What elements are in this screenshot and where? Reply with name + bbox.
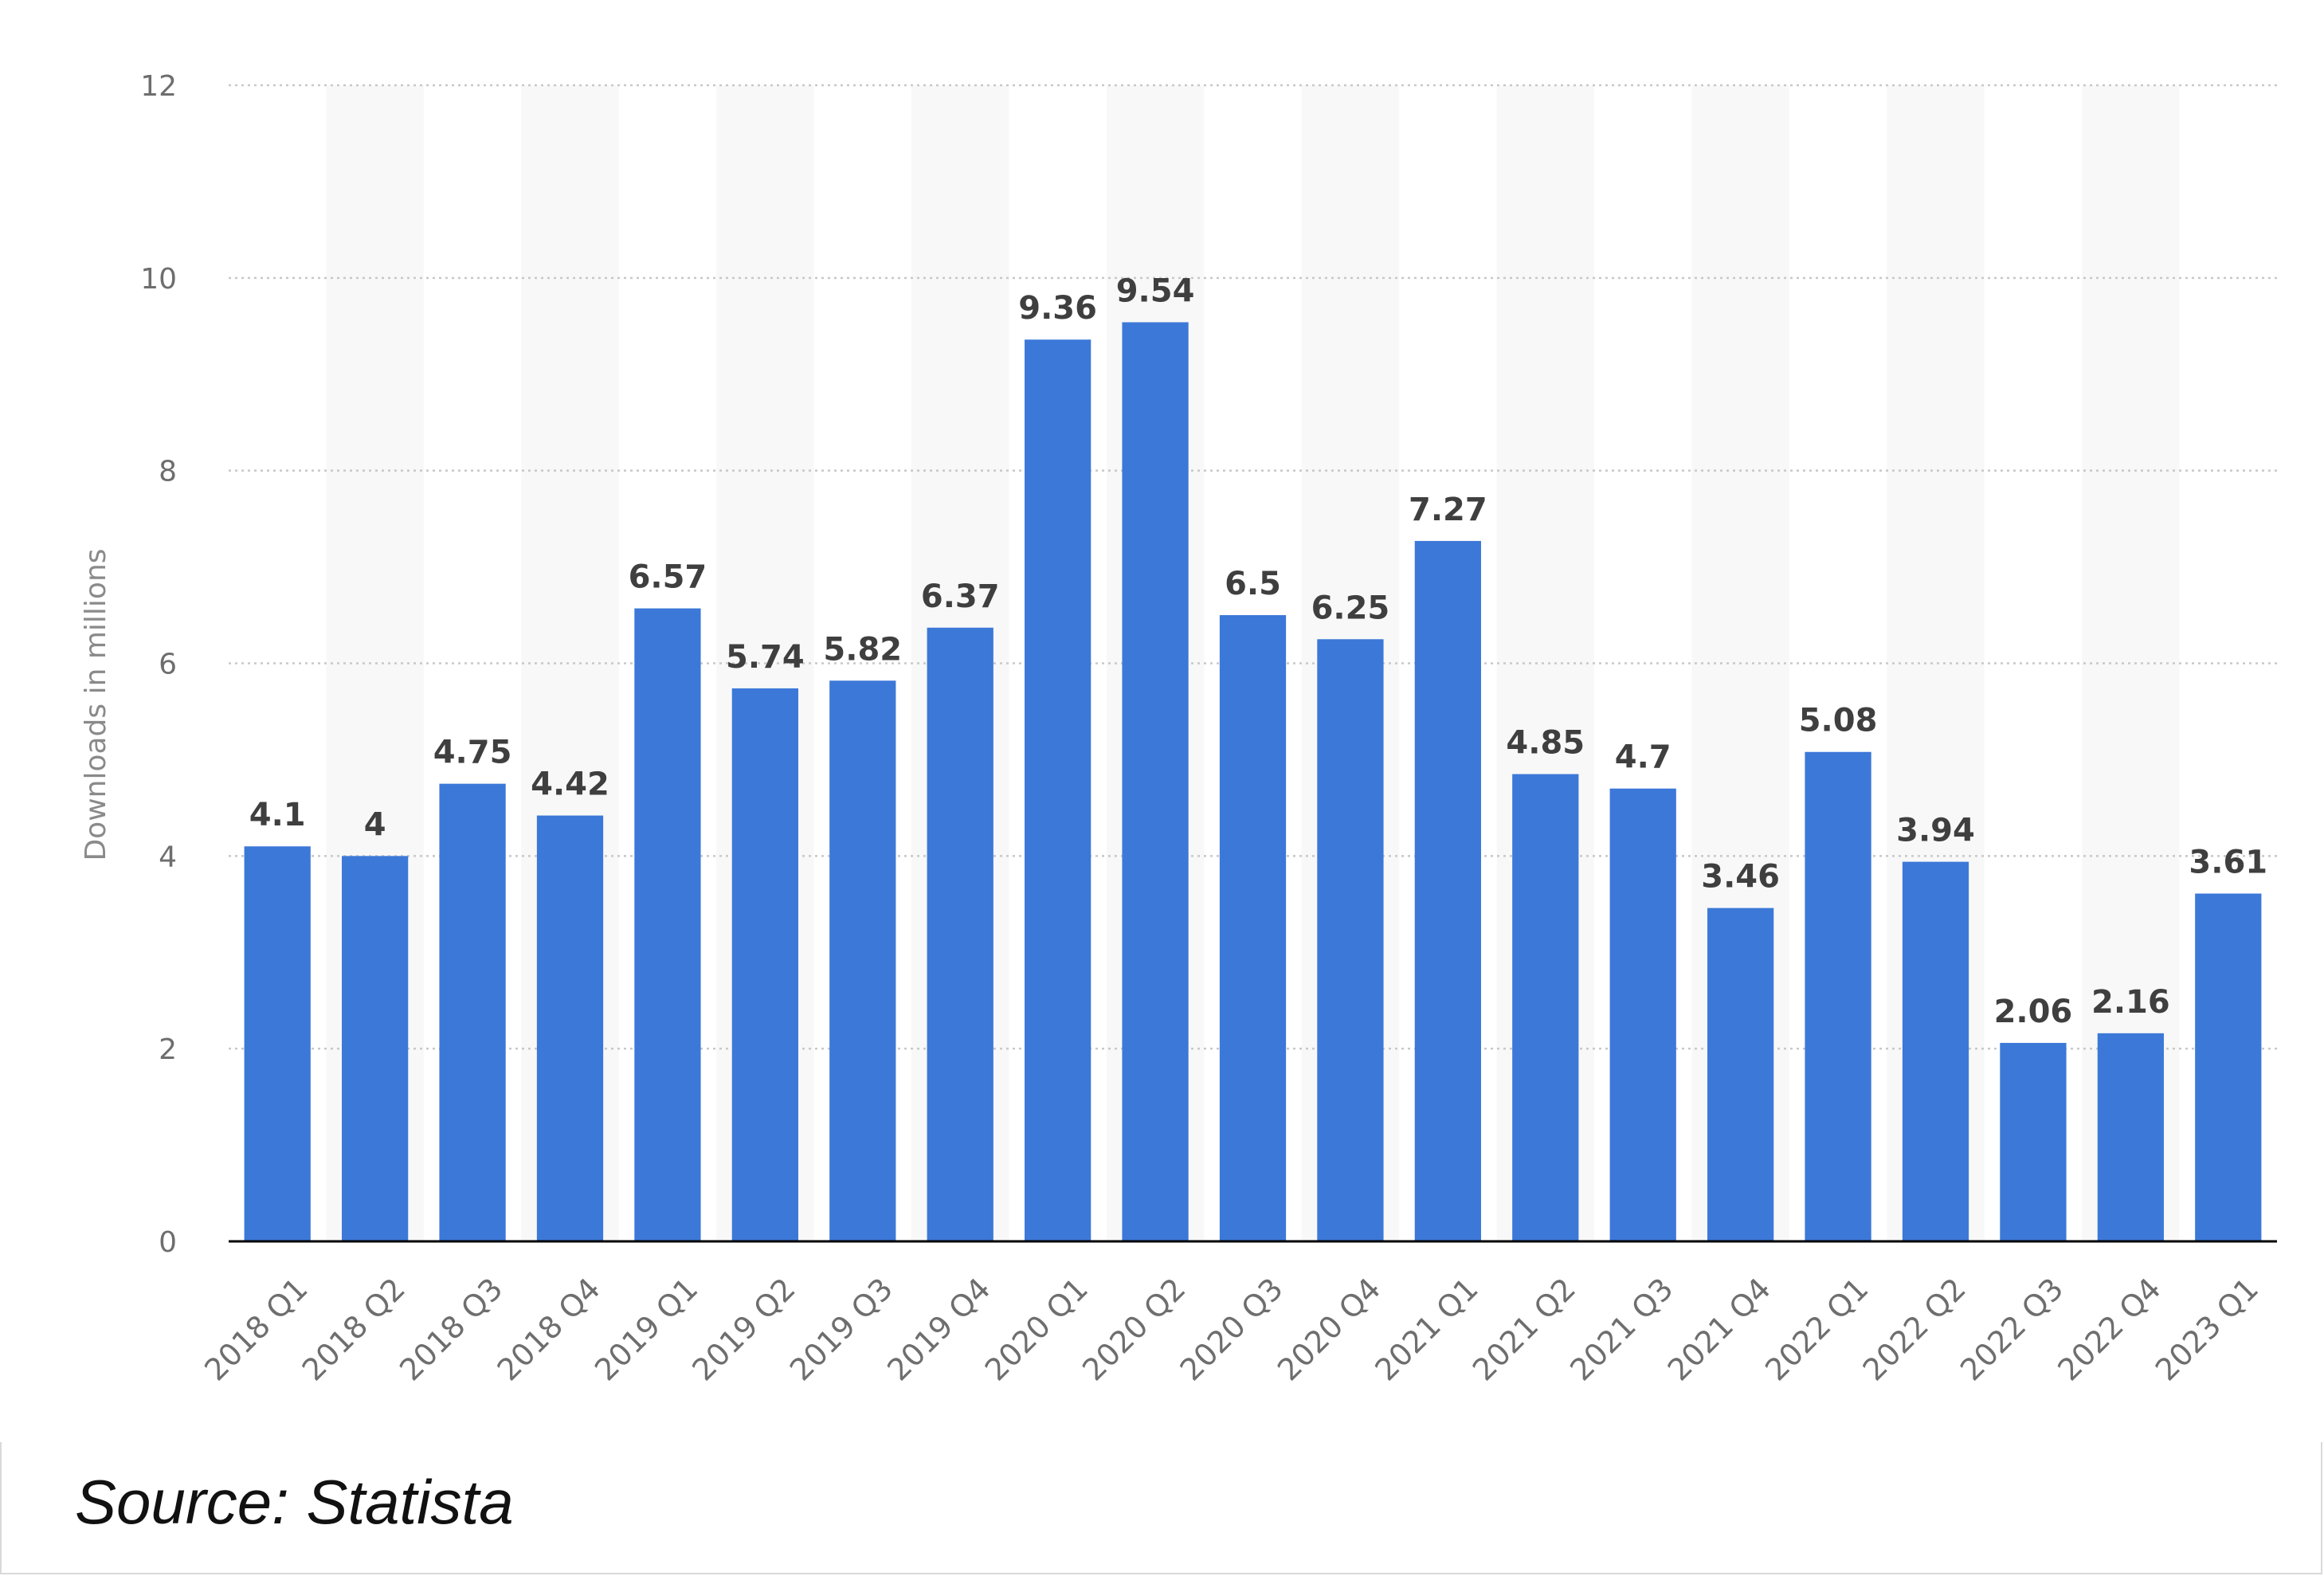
data-label: 6.57 [629,559,707,596]
x-tick-label: 2023 Q1 [2149,1271,2265,1387]
x-tick-label: 2022 Q4 [2051,1271,2167,1387]
source-text: Source: Statista [75,1467,514,1537]
data-label: 3.46 [1701,859,1780,896]
x-tick-label: 2019 Q4 [880,1271,997,1387]
data-label: 4 [364,806,386,843]
bar [439,783,506,1241]
data-label: 5.08 [1799,703,1878,739]
y-tick-label: 0 [159,1226,177,1259]
data-label: 9.36 [1018,290,1097,327]
chart-area: 0 2 4 6 8 10 12 Downloads in millions 4.1 2018 Q1… [80,70,2277,1388]
bar [536,815,604,1241]
data-label: 7.27 [1409,492,1487,528]
data-label: 5.82 [823,631,902,668]
x-tick-label: 2019 Q1 [588,1271,704,1387]
y-tick-label: 6 [159,649,177,681]
bar [1414,540,1481,1241]
data-label: 3.94 [1896,813,1975,849]
y-tick-label: 2 [159,1033,177,1066]
data-label: 4.1 [249,797,306,833]
x-tick-label: 2018 Q3 [393,1271,509,1387]
x-tick-label: 2021 Q2 [1466,1271,1582,1387]
x-tick-label: 2019 Q3 [783,1271,899,1387]
bar [1122,322,1189,1242]
x-tick-label: 2019 Q2 [685,1271,801,1387]
bar-chart: 0 2 4 6 8 10 12 Downloads in millions 4.1 2018 Q1… [80,70,2277,1388]
x-tick-label: 2020 Q3 [1174,1271,1290,1387]
y-axis-label: Downloads in millions [80,548,112,861]
x-tick-label: 2018 Q4 [491,1271,607,1387]
x-tick-label: 2020 Q4 [1271,1271,1387,1387]
bar [731,688,798,1241]
bar [1512,774,1579,1241]
bar [1025,339,1091,1242]
bar [2195,893,2262,1241]
x-tick-label: 2021 Q4 [1661,1271,1777,1387]
bar [1707,908,1774,1241]
data-label: 3.61 [2189,844,2267,880]
bar [2000,1042,2067,1241]
x-tick-label: 2020 Q2 [1076,1271,1192,1387]
bar [634,608,701,1241]
y-tick-label: 8 [159,456,177,488]
bar [1219,615,1287,1241]
data-label: 6.5 [1225,566,1281,602]
y-tick-label: 10 [140,263,177,296]
x-tick-label: 2022 Q1 [1758,1271,1875,1387]
data-label: 4.75 [433,735,512,771]
bar [1317,639,1384,1241]
x-tick-label: 2018 Q2 [296,1271,412,1387]
x-tick-label: 2021 Q3 [1563,1271,1679,1387]
data-label: 6.25 [1311,590,1390,626]
bar [2097,1033,2164,1241]
x-tick-label: 2021 Q1 [1368,1271,1484,1387]
data-label: 4.42 [531,766,609,803]
x-tick-label: 2022 Q2 [1856,1271,1973,1387]
data-label: 2.06 [1994,994,2073,1030]
data-label: 4.7 [1615,739,1671,776]
bar [244,846,311,1241]
x-tick-label: 2018 Q1 [198,1271,314,1387]
data-label: 4.85 [1506,725,1585,762]
bar [1902,861,1969,1241]
data-label: 2.16 [2091,984,2170,1021]
y-tick-label: 4 [159,841,177,873]
data-label: 9.54 [1116,272,1195,309]
bar [1805,751,1871,1241]
x-tick-label: 2020 Q1 [978,1271,1095,1387]
data-label: 6.37 [921,578,1000,615]
x-tick-label: 2022 Q3 [1954,1271,2070,1387]
y-tick-label: 12 [140,70,177,103]
bar [927,627,993,1241]
bar [1609,788,1676,1241]
data-label: 5.74 [726,639,805,676]
source-footer: Source: Statista [0,1442,2322,1574]
bar [342,856,409,1241]
bar [829,680,896,1241]
